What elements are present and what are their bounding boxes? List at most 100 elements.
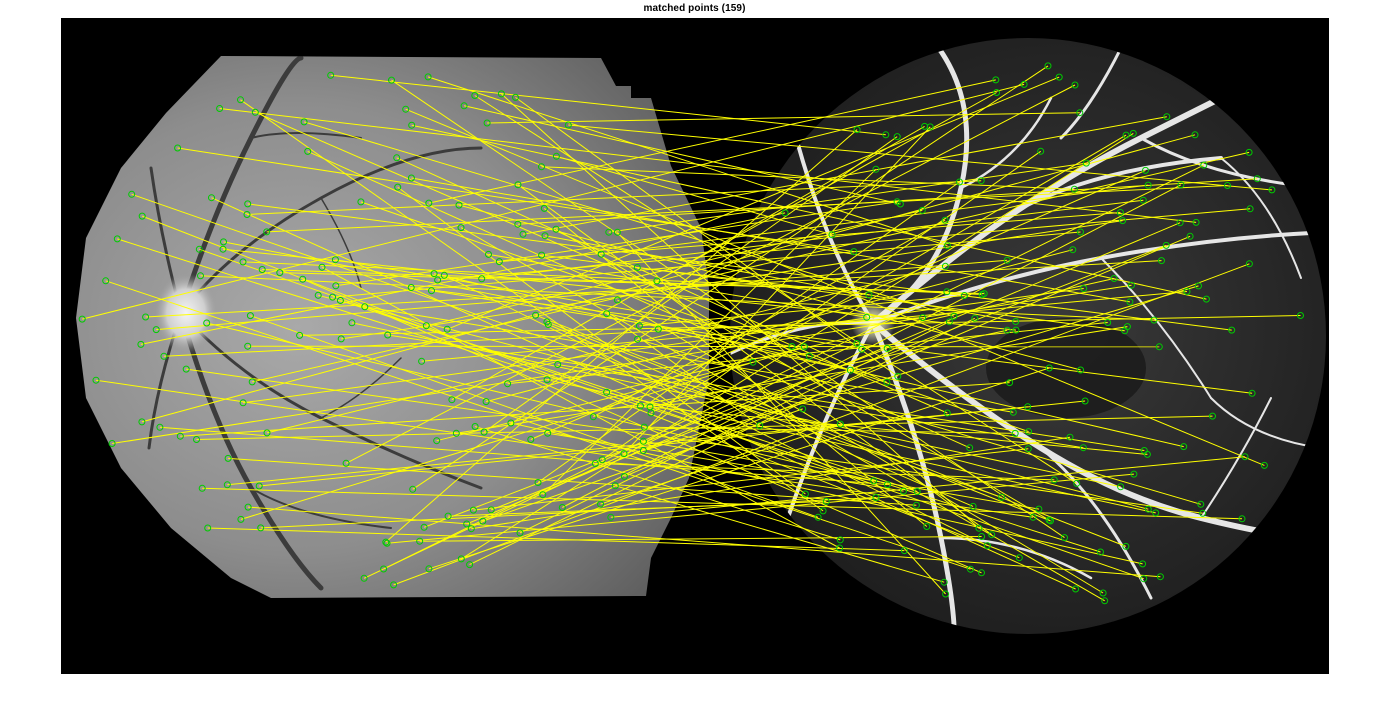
keypoint-marker <box>430 270 438 278</box>
match-line <box>546 379 1156 514</box>
keypoint-marker <box>640 423 648 431</box>
keypoint-marker <box>469 506 477 514</box>
keypoint-marker <box>1200 161 1208 169</box>
keypoint-marker <box>497 90 505 98</box>
match-line <box>541 166 1075 190</box>
keypoint-marker <box>540 204 548 212</box>
keypoint-marker <box>923 523 931 530</box>
keypoint-marker <box>846 366 854 374</box>
match-line <box>471 436 1071 530</box>
keypoint-marker <box>544 321 552 328</box>
keypoint-marker <box>1128 281 1135 289</box>
keypoint-marker <box>853 126 861 134</box>
keypoint-marker <box>357 198 365 206</box>
keypoint-marker <box>893 133 901 141</box>
match-line <box>437 208 1251 281</box>
keypoint-marker <box>788 343 796 350</box>
keypoint-marker <box>605 228 613 236</box>
keypoint-marker <box>471 423 479 430</box>
match-line <box>219 108 1197 223</box>
keypoint-marker <box>393 154 401 162</box>
keypoint-marker <box>1248 389 1256 397</box>
keypoint-marker <box>263 228 271 236</box>
keypoint-marker <box>620 450 628 458</box>
keypoint-marker <box>428 287 435 295</box>
match-line <box>240 99 824 512</box>
keypoint-marker <box>1238 515 1246 523</box>
keypoint-marker <box>1260 461 1268 469</box>
keypoint-marker <box>1003 326 1011 334</box>
keypoint-marker <box>208 194 215 202</box>
match-line <box>507 322 1108 385</box>
keypoint-marker <box>912 501 920 509</box>
matched-points-figure <box>76 38 1326 634</box>
keypoint-marker <box>882 131 890 139</box>
match-line <box>260 497 877 529</box>
match-line <box>200 275 1155 321</box>
keypoint-marker <box>248 378 256 386</box>
match-line <box>542 168 877 496</box>
keypoint-marker <box>950 312 958 320</box>
keypoint-marker <box>243 211 251 218</box>
keypoint-marker <box>1037 147 1045 155</box>
keypoint-marker <box>156 423 164 431</box>
keypoint-marker <box>176 432 184 440</box>
keypoint-marker <box>466 561 474 569</box>
match-line <box>428 79 996 204</box>
keypoint-marker <box>1139 196 1147 204</box>
keypoint-marker <box>941 262 949 270</box>
keypoint-marker <box>361 303 369 311</box>
keypoint-marker <box>237 96 244 104</box>
match-line <box>610 456 1246 518</box>
match-line <box>640 405 1148 455</box>
keypoint-marker <box>1116 209 1124 216</box>
keypoint-marker <box>977 177 985 185</box>
match-line <box>637 267 870 296</box>
match-line <box>396 157 888 383</box>
keypoint-marker <box>448 396 456 404</box>
keypoint-marker <box>422 322 430 330</box>
match-line <box>385 129 858 543</box>
match-line <box>411 287 1253 394</box>
keypoint-marker <box>653 277 661 285</box>
keypoint-marker <box>1150 316 1158 324</box>
match-line <box>593 219 946 418</box>
keypoint-marker <box>637 402 644 410</box>
keypoint-marker <box>552 225 560 233</box>
keypoint-marker <box>1035 505 1043 513</box>
keypoint-marker <box>128 190 136 198</box>
match-line <box>387 334 1145 451</box>
keypoint-marker <box>329 293 337 301</box>
keypoint-marker <box>390 581 398 589</box>
match-line <box>556 155 833 236</box>
keypoint-marker <box>1024 445 1032 453</box>
keypoint-marker <box>1011 429 1019 437</box>
keypoint-marker <box>78 315 86 323</box>
match-line <box>159 426 888 486</box>
keypoint-marker <box>945 318 953 326</box>
keypoint-marker <box>998 493 1006 501</box>
match-line <box>163 317 923 357</box>
keypoint-marker <box>108 440 116 447</box>
match-line <box>444 274 988 547</box>
keypoint-marker <box>814 513 822 521</box>
keypoint-marker <box>380 565 388 573</box>
keypoint-marker <box>1070 185 1078 193</box>
keypoint-marker <box>331 256 339 264</box>
keypoint-marker <box>597 250 605 258</box>
keypoint-marker <box>538 163 545 171</box>
keypoint-marker <box>425 565 433 573</box>
keypoint-marker <box>480 428 488 436</box>
match-line <box>428 367 1050 570</box>
keypoint-marker <box>971 314 979 322</box>
keypoint-marker <box>452 429 460 437</box>
match-line <box>466 222 1181 525</box>
keypoint-marker <box>457 224 465 232</box>
keypoint-marker <box>299 275 307 283</box>
keypoint-marker <box>564 121 572 129</box>
keypoint-marker <box>1253 175 1261 183</box>
keypoint-marker <box>314 291 322 299</box>
keypoint-marker <box>634 335 641 343</box>
keypoint-marker <box>485 250 492 258</box>
keypoint-marker <box>198 484 206 492</box>
